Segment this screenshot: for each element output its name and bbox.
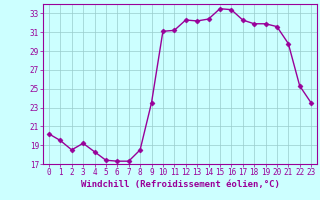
X-axis label: Windchill (Refroidissement éolien,°C): Windchill (Refroidissement éolien,°C) bbox=[81, 180, 279, 189]
